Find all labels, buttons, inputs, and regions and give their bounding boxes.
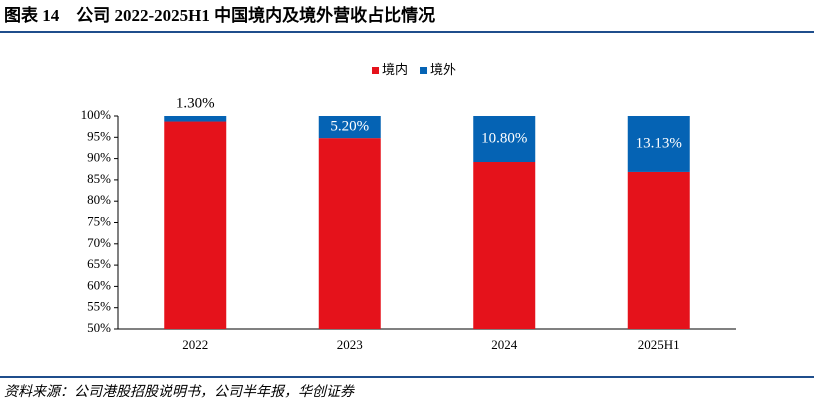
title-rule [0, 31, 814, 33]
data-label: 13.13% [636, 135, 682, 151]
bar-segment [164, 116, 227, 122]
bar-segment [627, 116, 690, 172]
data-label: 10.80% [481, 130, 527, 146]
data-label: 5.20% [330, 119, 369, 135]
y-tick-label: 60% [87, 277, 111, 292]
y-tick-label: 65% [87, 256, 111, 271]
y-tick-label: 55% [87, 299, 111, 314]
y-tick-label: 90% [87, 150, 111, 165]
x-tick-label: 2025H1 [638, 337, 680, 352]
x-tick-label: 2024 [491, 337, 518, 352]
y-tick-label: 95% [87, 128, 111, 143]
y-tick-label: 100% [81, 107, 112, 122]
data-label: 1.30% [176, 95, 215, 111]
bar-segment [318, 138, 381, 329]
legend-swatch [372, 67, 379, 74]
legend-label: 境内 [382, 62, 408, 77]
x-tick-label: 2022 [182, 337, 208, 352]
bar-segment [164, 121, 227, 330]
chart-title: 图表 14 公司 2022-2025H1 中国境内及境外营收占比情况 [4, 5, 435, 25]
bar-segment [473, 116, 536, 163]
bar-segment [318, 116, 381, 139]
y-tick-label: 70% [87, 235, 111, 250]
y-tick-label: 85% [87, 171, 111, 186]
bar-segment [473, 162, 536, 329]
source-note: 资料来源：公司港股招股说明书，公司半年报，华创证券 [4, 384, 355, 400]
y-tick-label: 80% [87, 192, 111, 207]
bar-segment [627, 171, 690, 329]
footer-rule [0, 376, 814, 378]
x-tick-label: 2023 [337, 337, 363, 352]
y-tick-label: 50% [87, 320, 111, 335]
y-tick-label: 75% [87, 213, 111, 228]
legend-label: 境外 [430, 62, 456, 77]
legend-swatch [420, 67, 428, 74]
